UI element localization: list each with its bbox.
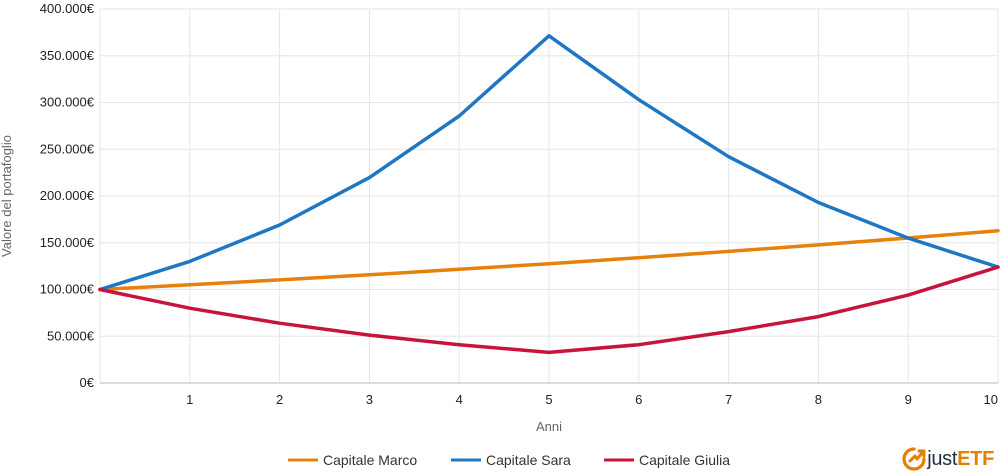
x-axis-title: Anni (536, 419, 562, 434)
x-tick-label: 6 (635, 392, 642, 407)
y-axis: 0€ 50.000€ 100.000€ 150.000€ 200.000€ 250.000… (40, 1, 95, 390)
y-tick-label: 400.000€ (40, 1, 95, 16)
y-tick-label: 200.000€ (40, 188, 95, 203)
y-tick-label: 300.000€ (40, 95, 95, 110)
y-tick-label: 0€ (80, 375, 95, 390)
y-tick-label: 350.000€ (40, 48, 95, 63)
y-tick-label: 50.000€ (47, 328, 95, 343)
x-tick-label: 1 (186, 392, 193, 407)
series-line-capitale-marco (98, 228, 1000, 292)
series-group (98, 34, 1000, 355)
brand-name: justETF (927, 448, 994, 471)
x-tick-label: 5 (545, 392, 552, 407)
x-tick-label: 8 (815, 392, 822, 407)
x-axis: 1 2 3 4 5 6 7 8 9 10 (100, 382, 998, 407)
x-tick-label: 9 (905, 392, 912, 407)
brand-name-part1: just (927, 447, 958, 470)
legend: Capitale Marco Capitale Sara Capitale Giul… (288, 452, 730, 468)
legend-label-capitale-giulia[interactable]: Capitale Giulia (639, 452, 730, 468)
series-line-capitale-giulia (98, 265, 1000, 355)
x-tick-label: 10 (984, 392, 998, 407)
series-line-capitale-sara (98, 34, 1000, 292)
y-axis-title: Valore del portafoglio (0, 135, 14, 257)
x-tick-label: 4 (456, 392, 463, 407)
legend-label-capitale-marco[interactable]: Capitale Marco (323, 452, 417, 468)
y-tick-label: 250.000€ (40, 141, 95, 156)
grid-lines (99, 8, 999, 384)
brand-logo: justETF (901, 446, 994, 472)
x-tick-label: 7 (725, 392, 732, 407)
justetf-logo-icon (902, 447, 926, 471)
x-tick-label: 3 (366, 392, 373, 407)
brand-name-part2: ETF (957, 447, 994, 470)
y-tick-label: 100.000€ (40, 282, 95, 297)
y-tick-label: 150.000€ (40, 235, 95, 250)
x-tick-label: 2 (276, 392, 283, 407)
legend-label-capitale-sara[interactable]: Capitale Sara (486, 452, 571, 468)
